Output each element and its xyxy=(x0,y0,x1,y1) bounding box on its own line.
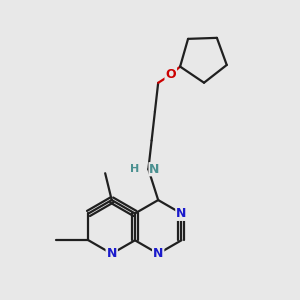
Text: O: O xyxy=(166,68,176,81)
Text: N: N xyxy=(176,207,187,220)
Text: H: H xyxy=(130,164,139,174)
Text: N: N xyxy=(153,247,164,260)
Text: N: N xyxy=(149,163,159,176)
Text: N: N xyxy=(106,247,117,260)
